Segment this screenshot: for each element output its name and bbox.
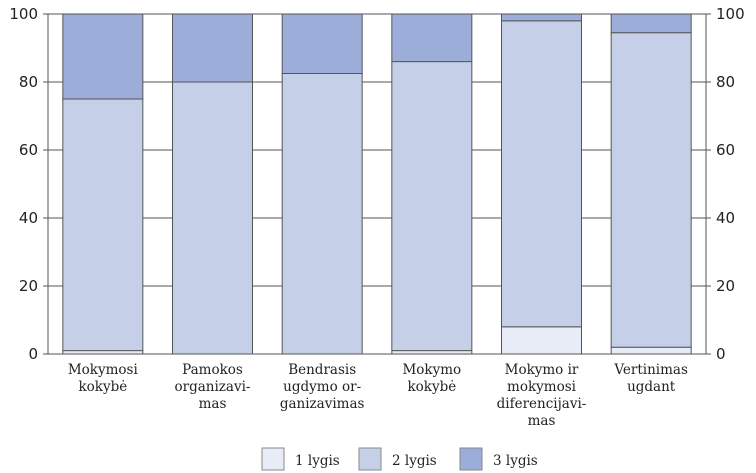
bar-segment-3 <box>610 13 692 34</box>
category-label: Pamokos organizavi-mas <box>175 362 251 412</box>
bar-segment-2 <box>391 61 473 352</box>
bar-segment-2 <box>172 81 253 355</box>
legend: 1 lygis 2 lygis 3 lygis <box>261 447 538 471</box>
bars-layer <box>62 13 692 355</box>
y-tick-label-right: 40 <box>716 209 735 227</box>
bar-segment-3 <box>281 13 363 74</box>
bar-segment-3 <box>172 13 253 83</box>
legend-swatch <box>261 447 285 471</box>
gridlines-layer <box>48 81 706 287</box>
y-tick-label-right: 100 <box>716 5 745 23</box>
bar-segment-2 <box>610 32 692 348</box>
y-tick-label-left: 80 <box>19 73 38 91</box>
legend-label: 2 lygis <box>392 453 437 469</box>
category-label: Bendrasis ugdymo or-ganizavimas <box>280 362 365 412</box>
legend-swatch <box>459 447 483 471</box>
category-label: Vertinimas ugdant <box>613 362 688 395</box>
legend-label: 3 lygis <box>493 453 538 469</box>
category-label: Mokymo kokybė <box>402 362 461 395</box>
y-tick-label-left: 20 <box>19 277 38 295</box>
bar-segment-2 <box>501 20 582 328</box>
bar-segment-2 <box>281 73 363 355</box>
category-label: Mokymo ir mokymosi diferencijavi-mas <box>497 362 587 429</box>
bar-segment-1 <box>501 326 582 355</box>
bar-segment-1 <box>391 350 473 355</box>
bar-segment-2 <box>62 98 144 352</box>
bar-segment-3 <box>62 13 144 100</box>
plot-frame <box>47 13 707 355</box>
y-tick-label-right: 60 <box>716 141 735 159</box>
y-tick-label-left: 60 <box>19 141 38 159</box>
y-tick-label-left: 0 <box>28 345 38 363</box>
bar-segment-1 <box>610 346 692 355</box>
y-tick-label-left: 100 <box>9 5 38 23</box>
bar-segment-1 <box>62 350 144 355</box>
y-tick-label-right: 20 <box>716 277 735 295</box>
bar-segment-3 <box>391 13 473 63</box>
y-tick-label-right: 80 <box>716 73 735 91</box>
y-tick-label-right: 0 <box>716 345 726 363</box>
category-label: Mokymosi kokybė <box>68 362 139 395</box>
bar-segment-3 <box>501 13 582 22</box>
legend-swatch <box>358 447 382 471</box>
axes-layer: 0 0 20 20 40 40 60 60 80 80 100 100 <box>9 5 744 363</box>
legend-label: 1 lygis <box>295 453 340 469</box>
category-labels-layer: Mokymosi kokybė Pamokos organizavi-mas Bendr… <box>68 362 688 429</box>
y-tick-label-left: 40 <box>19 209 38 227</box>
